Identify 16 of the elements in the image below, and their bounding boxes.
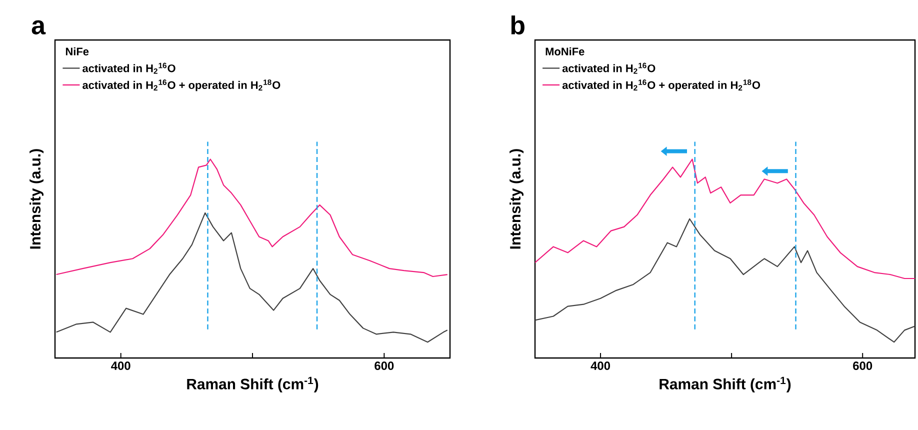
x-tick-label: 400	[590, 362, 610, 370]
x-axis-title: Raman Shift (cm$^{-1}$)	[187, 376, 318, 392]
y-axis-title: Intensity (a.u.)	[30, 149, 44, 249]
legend-title: MoNiFe	[546, 47, 584, 56]
x-tick-label: 600	[853, 362, 872, 370]
x-axis-title: Raman Shift (cm$^{-1}$)	[660, 376, 791, 392]
x-tick-label: 400	[111, 362, 130, 370]
chart-title: a	[32, 20, 46, 34]
y-axis-title: Intensity (a.u.)	[510, 149, 524, 249]
legend-label: activated in H$_{2}$$^{16}$O + operated in H$_{2}$$^{18}$O	[82, 80, 280, 92]
legend-label: activated in H$_{2}$$^{16}$O + operated in H$_{2}$$^{18}$O	[562, 80, 760, 92]
chart-title: b	[511, 15, 524, 34]
legend-label: activated in H$_{2}$$^{16}$O	[562, 62, 656, 74]
legend-label: activated in H$_{2}$$^{16}$O	[82, 62, 176, 74]
x-tick-label: 600	[374, 362, 394, 370]
legend-title: NiFe	[66, 47, 89, 56]
